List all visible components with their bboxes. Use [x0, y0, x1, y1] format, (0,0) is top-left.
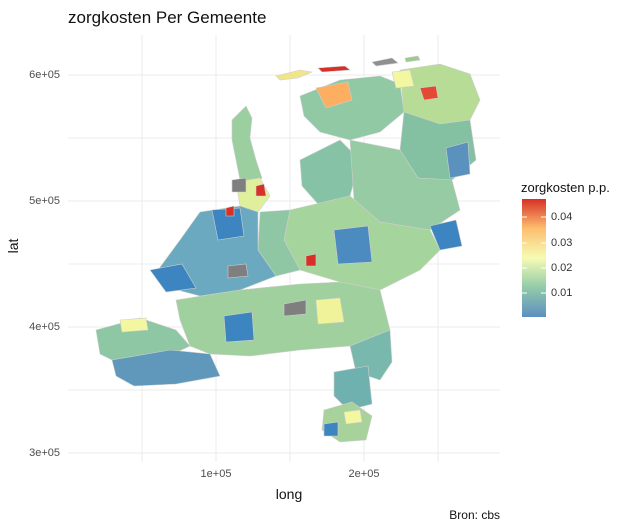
x-tick-1e5: 1e+05 [200, 468, 232, 480]
region-overijssel-blue [429, 219, 463, 251]
region-limburg-mid [333, 365, 373, 411]
region-drenthe-blue [445, 141, 471, 179]
region-rotterdam [149, 263, 197, 293]
island-texel [275, 69, 314, 81]
y-tick-6e5: 6e+05 [29, 69, 60, 81]
region-utrecht-red [305, 253, 317, 267]
region-leiden-red [225, 205, 235, 217]
legend-title: zorgkosten p.p. [521, 180, 610, 195]
legend-label-004: 0.04 [551, 211, 573, 223]
region-brabant-yellow [315, 297, 345, 325]
y-tick-3e5: 3e+05 [29, 447, 60, 459]
island-ameland [404, 55, 421, 63]
region-noord-holland [231, 105, 263, 187]
legend-label-002: 0.02 [551, 262, 573, 274]
region-friesland [299, 75, 405, 141]
island-terschelling [371, 57, 399, 67]
region-grey-2 [227, 263, 249, 279]
region-haarlem-red [255, 183, 267, 197]
region-groningen-yellow [391, 69, 415, 89]
region-limburg-blue [323, 421, 339, 437]
region-groningen-red [419, 85, 439, 101]
legend-colorbar [522, 199, 546, 317]
chart-title: zorgkosten Per Gemeente [68, 8, 267, 27]
region-gelderland-blue [333, 225, 373, 265]
y-tick-5e5: 5e+05 [29, 195, 60, 207]
legend-label-001: 0.01 [551, 287, 573, 299]
source-caption: Bron: cbs [449, 508, 500, 522]
legend-label-003: 0.03 [551, 237, 573, 249]
region-grey-1 [231, 177, 247, 193]
region-brabant-blue [223, 311, 255, 343]
region-zeeland-south [111, 349, 221, 387]
y-tick-4e5: 4e+05 [29, 321, 60, 333]
x-axis-label: long [275, 486, 303, 502]
region-limburg-yellow [343, 409, 363, 425]
region-brabant-grey [283, 299, 307, 317]
region-friesland-orange [315, 81, 353, 109]
legend-ticks [522, 216, 546, 294]
x-tick-2e5: 2e+05 [348, 468, 380, 480]
map-regions [95, 55, 481, 443]
y-axis-label: lat [5, 238, 21, 254]
region-zeeland-yellow [119, 317, 149, 333]
island-vlieland [317, 65, 351, 73]
